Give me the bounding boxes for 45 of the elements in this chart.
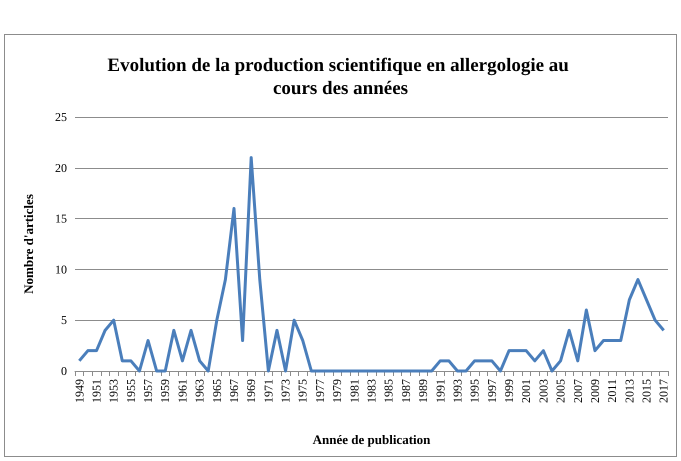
x-axis-title: Année de publication xyxy=(312,432,432,447)
x-tick-label: 1953 xyxy=(106,379,121,403)
x-tick-label: 2005 xyxy=(554,379,568,403)
y-tick-label: 5 xyxy=(61,313,67,328)
y-tick-label: 25 xyxy=(55,110,67,124)
x-tick-label: 1971 xyxy=(261,379,276,403)
x-tick-label: 2017 xyxy=(656,379,671,403)
y-tick-label: 15 xyxy=(55,212,67,226)
x-tick-label: 1981 xyxy=(347,379,362,403)
line-series xyxy=(78,156,666,372)
x-tick-label: 1977 xyxy=(312,379,327,403)
x-tick-label: 1965 xyxy=(210,379,224,403)
x-tick-label: 2003 xyxy=(536,379,550,403)
y-axis-title: Nombre d'articles xyxy=(21,194,36,294)
x-tick-label: 1957 xyxy=(141,379,156,403)
x-tick-label: 2011 xyxy=(605,379,620,403)
x-tick-label: 1955 xyxy=(124,379,138,403)
x-tick-label: 2001 xyxy=(519,379,534,403)
y-tick-label: 20 xyxy=(55,160,67,175)
x-tick-label: 1979 xyxy=(330,379,344,403)
x-tick-label: 1967 xyxy=(226,379,241,403)
x-tick-label: 1985 xyxy=(382,379,396,403)
x-tick-label: 1997 xyxy=(484,379,499,403)
x-tick-label: 1983 xyxy=(364,379,378,403)
x-tick-label: 1951 xyxy=(89,379,104,403)
x-tick-label: 1991 xyxy=(433,379,448,403)
x-tick-label: 1949 xyxy=(72,379,86,403)
x-tick-label: 2013 xyxy=(622,379,636,403)
x-tick-label: 1993 xyxy=(450,379,464,403)
x-tick-label: 1999 xyxy=(502,379,516,403)
y-tick-label: 0 xyxy=(61,364,67,378)
x-tick-label: 1963 xyxy=(192,379,207,403)
x-tick-label: 1975 xyxy=(296,379,310,403)
x-tick-label: 1969 xyxy=(244,379,258,403)
y-tick-label: 10 xyxy=(55,262,67,276)
x-tick-label: 2009 xyxy=(588,379,602,403)
x-tick-label: 2015 xyxy=(640,379,654,403)
x-tick-label: 1995 xyxy=(468,379,482,403)
chart-title: Evolution de la production scientifique en allergologie au cours des années xyxy=(107,55,574,99)
x-tick-label: 1987 xyxy=(398,379,413,403)
x-tick-label: 1961 xyxy=(175,379,190,403)
x-tick-label: 2007 xyxy=(570,379,585,403)
x-tick-label: 1989 xyxy=(416,379,430,403)
x-tick-label: 1959 xyxy=(158,379,172,403)
x-tick-label: 1973 xyxy=(278,379,293,403)
